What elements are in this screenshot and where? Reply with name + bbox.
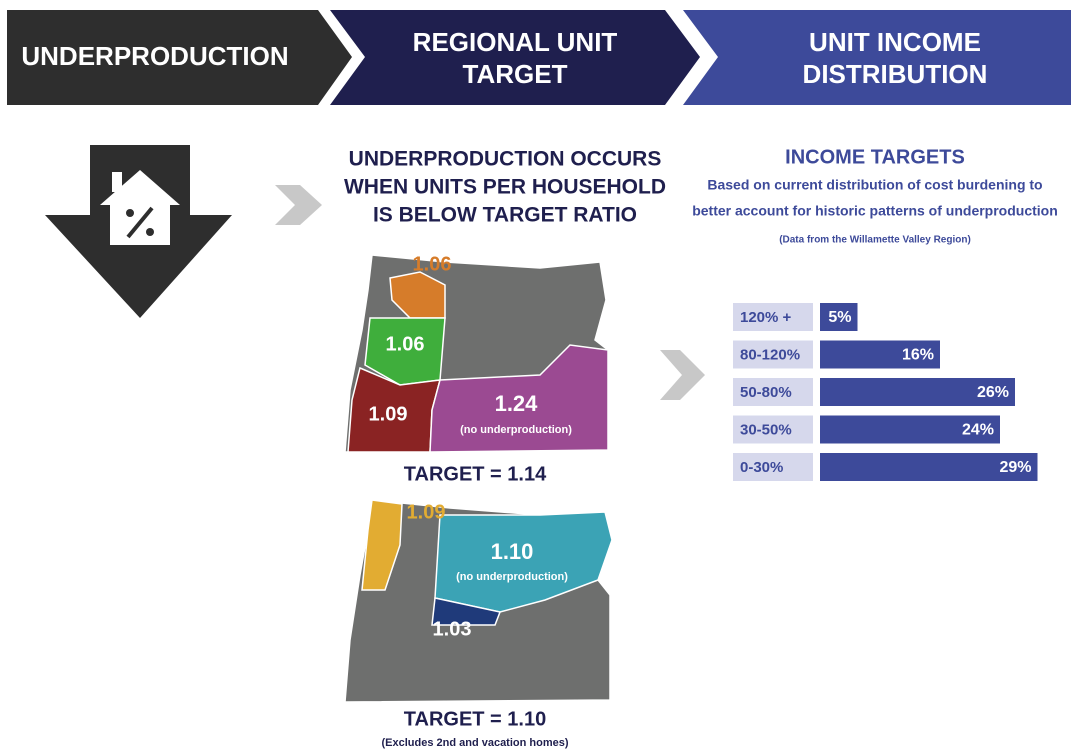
category-label: 120% +: [740, 309, 792, 326]
category-box: [733, 415, 813, 444]
category-label: 80-120%: [740, 346, 800, 363]
step-title: TARGET: [463, 59, 568, 89]
value-label: 26%: [977, 384, 1009, 401]
step-banner: [7, 10, 352, 105]
footnote: (Excludes 2nd and vacation homes): [381, 737, 568, 749]
map-label: 1.03: [433, 618, 472, 640]
map-region: [429, 344, 609, 453]
map: [344, 254, 609, 453]
step-banner: [683, 10, 1071, 105]
map-label: 1.06: [386, 333, 425, 355]
bar: [820, 415, 1000, 444]
heading: UNDERPRODUCTION OCCURS: [349, 148, 662, 171]
percent-icon: [126, 209, 134, 217]
chimney: [112, 172, 122, 192]
percent-icon: [146, 228, 154, 236]
value-label: 5%: [828, 309, 851, 326]
category-box: [733, 340, 813, 369]
income-subtitle: Based on current distribution of cost bu…: [707, 177, 1042, 193]
map-note: (no underproduction): [460, 424, 572, 436]
income-subtitle: better account for historic patterns of …: [692, 203, 1058, 219]
map: [344, 499, 613, 703]
category-label: 0-30%: [740, 459, 783, 476]
arrow: [275, 185, 322, 225]
value-label: 29%: [999, 459, 1031, 476]
category-box: [733, 453, 813, 481]
map-region: [361, 499, 403, 591]
target: TARGET = 1.14: [404, 463, 547, 485]
percent-icon: [126, 206, 154, 239]
category-label: 50-80%: [740, 384, 792, 401]
map-label: 1.06: [413, 253, 452, 275]
heading: IS BELOW TARGET RATIO: [373, 204, 637, 227]
map-note: (no underproduction): [456, 571, 568, 583]
heading: WHEN UNITS PER HOUSEHOLD: [344, 176, 666, 199]
step-title: UNIT INCOME: [809, 27, 981, 57]
map-label: 1.10: [491, 539, 534, 564]
step-title: DISTRIBUTION: [803, 59, 988, 89]
step-banner: [330, 10, 700, 105]
step-title: REGIONAL UNIT: [413, 27, 618, 57]
value-label: 16%: [902, 347, 934, 364]
map-label: 1.24: [495, 391, 539, 416]
bar: [820, 453, 1038, 481]
income-title: INCOME TARGETS: [785, 146, 965, 168]
category-box: [733, 303, 813, 331]
arrow: [660, 350, 705, 400]
map-label: 1.09: [407, 501, 446, 523]
value-label: 24%: [962, 422, 994, 439]
bar: [820, 340, 940, 369]
map-label: 1.09: [369, 403, 408, 425]
map-region: [431, 597, 502, 626]
income-note: (Data from the Willamette Valley Region): [779, 235, 971, 246]
category-box: [733, 378, 813, 406]
bar: [820, 378, 1015, 406]
step-title: UNDERPRODUCTION: [21, 41, 288, 71]
bar: [820, 303, 858, 331]
category-label: 30-50%: [740, 421, 792, 438]
target: TARGET = 1.10: [404, 708, 546, 730]
